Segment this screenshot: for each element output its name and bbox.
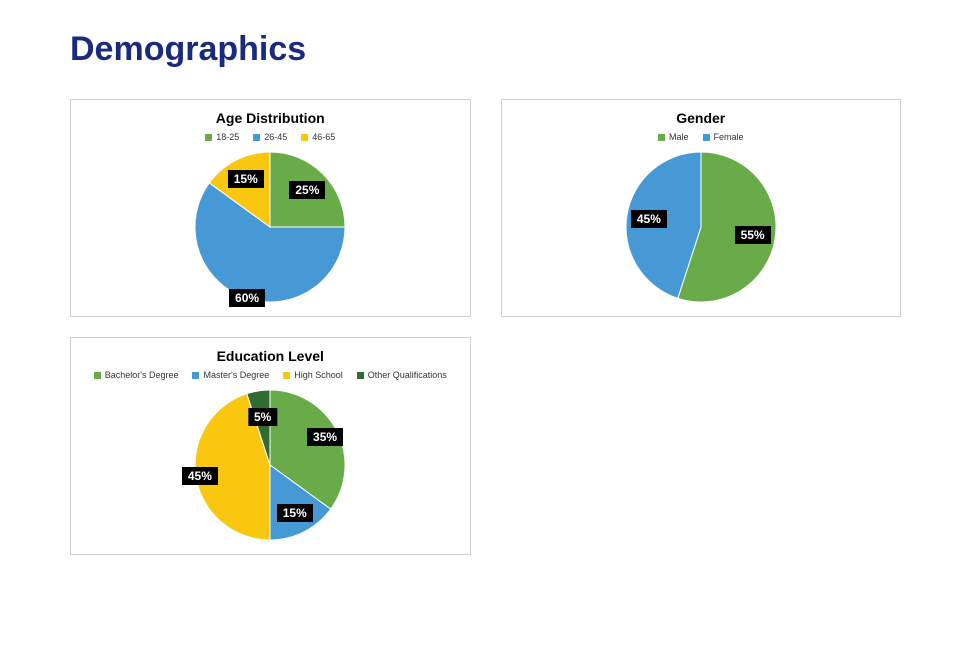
legend-swatch [301, 134, 308, 141]
legend-item: Master's Degree [192, 370, 269, 380]
pie-slice-label: 45% [182, 467, 218, 485]
legend-swatch [703, 134, 710, 141]
legend-label: Master's Degree [203, 370, 269, 380]
legend-item: 18-25 [205, 132, 239, 142]
charts-grid: Age Distribution 18-2526-4546-65 25%60%1… [70, 99, 901, 555]
legend-item: Male [658, 132, 689, 142]
legend-label: Male [669, 132, 689, 142]
legend-label: 26-45 [264, 132, 287, 142]
pie-slice-label: 25% [289, 181, 325, 199]
legend-item: Female [703, 132, 744, 142]
pie-slice-label: 5% [248, 408, 277, 426]
legend-label: 46-65 [312, 132, 335, 142]
pie-education: 35%15%45%5% [195, 390, 345, 540]
legend-swatch [192, 372, 199, 379]
pie-svg [195, 152, 345, 302]
legend-item: Other Qualifications [357, 370, 447, 380]
legend-item: High School [283, 370, 343, 380]
chart-title-age: Age Distribution [216, 110, 325, 126]
legend-education: Bachelor's Degree Master's Degree High Sch… [94, 370, 447, 380]
pie-slice-label: 60% [229, 289, 265, 307]
pie-gender: 55% 45% [626, 152, 776, 302]
legend-label: Female [714, 132, 744, 142]
chart-card-gender: Gender Male Female 55% 45% [501, 99, 902, 317]
pie-slice-label: 45% [631, 210, 667, 228]
chart-card-age: Age Distribution 18-2526-4546-65 25%60%1… [70, 99, 471, 317]
legend-swatch [283, 372, 290, 379]
legend-swatch [205, 134, 212, 141]
legend-item: 46-65 [301, 132, 335, 142]
pie-slice-label: 15% [277, 504, 313, 522]
legend-swatch [94, 372, 101, 379]
pie-slice-label: 35% [307, 428, 343, 446]
pie-age: 25%60%15% [195, 152, 345, 302]
legend-swatch [253, 134, 260, 141]
legend-item: Bachelor's Degree [94, 370, 179, 380]
chart-title-education: Education Level [217, 348, 324, 364]
pie-slice-label: 15% [228, 170, 264, 188]
legend-label: High School [294, 370, 343, 380]
legend-swatch [658, 134, 665, 141]
legend-gender: Male Female [658, 132, 744, 142]
chart-title-gender: Gender [676, 110, 725, 126]
legend-label: Other Qualifications [368, 370, 447, 380]
legend-label: Bachelor's Degree [105, 370, 179, 380]
legend-label: 18-25 [216, 132, 239, 142]
legend-age: 18-25 26-45 46-65 [205, 132, 335, 142]
chart-card-education: Education Level Bachelor's Degree Master'… [70, 337, 471, 555]
page-title: Demographics [70, 30, 901, 69]
legend-item: 26-45 [253, 132, 287, 142]
legend-swatch [357, 372, 364, 379]
pie-slice-label: 55% [735, 226, 771, 244]
